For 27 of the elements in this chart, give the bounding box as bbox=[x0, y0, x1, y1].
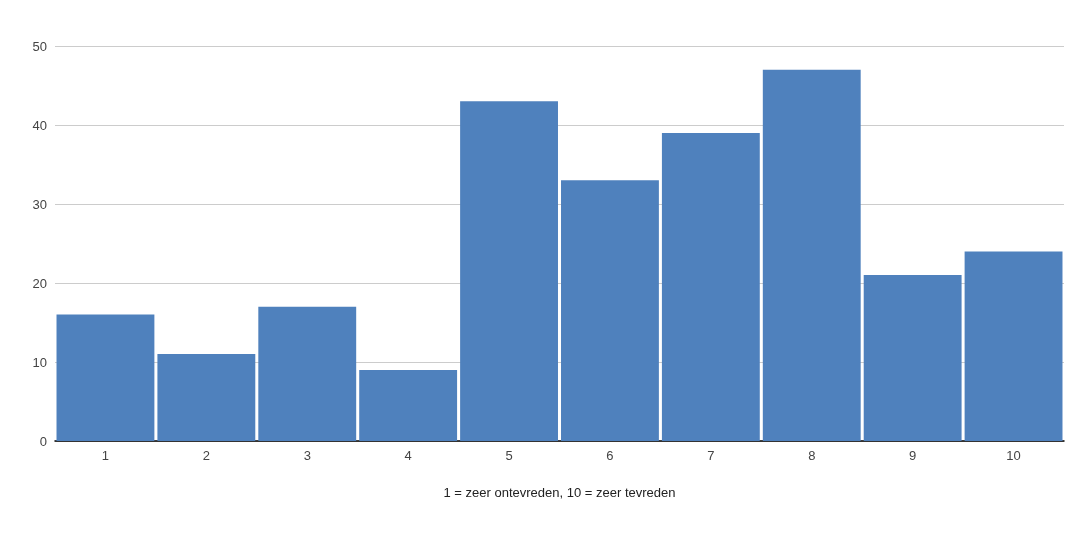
bar bbox=[359, 369, 458, 441]
x-tick-label: 4 bbox=[404, 448, 412, 463]
x-tick-label: 5 bbox=[505, 448, 513, 463]
bar bbox=[762, 69, 861, 441]
bar bbox=[460, 101, 558, 441]
y-tick-label: 20 bbox=[32, 275, 47, 291]
x-tick-label: 10 bbox=[1006, 448, 1021, 463]
y-tick-label: 40 bbox=[32, 117, 47, 133]
y-tick-label: 10 bbox=[32, 354, 47, 370]
y-tick-label: 50 bbox=[32, 38, 47, 54]
bar bbox=[157, 354, 256, 441]
x-tick-label: 2 bbox=[202, 448, 210, 463]
bar bbox=[56, 314, 155, 441]
y-tick-label: 0 bbox=[39, 433, 47, 449]
bar bbox=[863, 275, 962, 441]
x-tick-label: 6 bbox=[606, 448, 614, 463]
y-tick-label: 30 bbox=[32, 196, 47, 212]
bar bbox=[964, 251, 1063, 441]
x-tick-label: 7 bbox=[707, 448, 715, 463]
bar bbox=[561, 180, 659, 441]
bar bbox=[258, 306, 357, 441]
x-tick-label: 9 bbox=[909, 448, 917, 463]
x-tick-label: 3 bbox=[303, 448, 311, 463]
x-tick-label: 1 bbox=[101, 448, 110, 463]
bar bbox=[661, 132, 760, 441]
x-tick-label: 8 bbox=[808, 448, 816, 463]
x-axis-title: 1 = zeer ontevreden, 10 = zeer tevreden bbox=[443, 485, 676, 500]
